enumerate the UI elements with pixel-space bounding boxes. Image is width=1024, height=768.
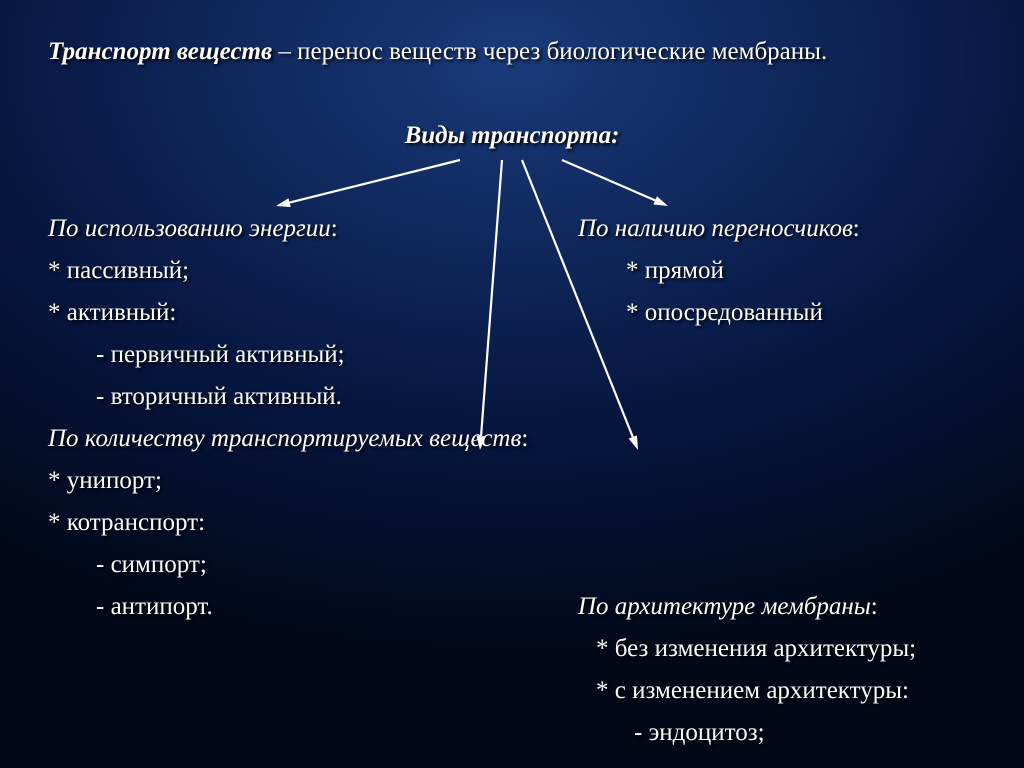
heading-tail: : [331, 215, 338, 242]
list-item: * унипорт; [48, 460, 568, 502]
heading-tail: : [853, 215, 860, 242]
list-item: * активный: [48, 292, 568, 334]
list-item: * пассивный; [48, 250, 568, 292]
slide-subtitle: Виды транспорта: [48, 122, 976, 150]
right-block1-heading: По наличию переносчиков: [578, 208, 1024, 250]
list-subitem: - эндоцитоз; [578, 712, 1024, 754]
title-term: Транспорт веществ [48, 38, 272, 65]
list-subitem: - вторичный активный. [48, 376, 568, 418]
slide-title: Транспорт веществ – перенос веществ чере… [48, 38, 976, 66]
slide: Транспорт веществ – перенос веществ чере… [0, 0, 1024, 768]
right-block2-heading: По архитектуре мембраны: [578, 586, 1024, 628]
list-item: * с изменением архитектуры: [578, 670, 1024, 712]
list-subitem: - симпорт; [48, 544, 568, 586]
list-item: * прямой [578, 250, 1024, 292]
list-item: * котранспорт: [48, 502, 568, 544]
right-column: По наличию переносчиков: * прямой * опос… [578, 208, 1024, 768]
list-subitem: - первичный активный; [48, 334, 568, 376]
left-block2-heading: По количеству транспортируемых веществ: [48, 418, 568, 460]
heading-text: По количеству транспортируемых веществ [48, 425, 521, 452]
left-column: По использованию энергии: * пассивный; *… [48, 208, 568, 628]
heading-tail: : [521, 425, 528, 452]
heading-tail: : [871, 593, 878, 620]
list-item: * опосредованный [578, 292, 1024, 334]
title-rest: – перенос веществ через биологические ме… [272, 38, 827, 65]
heading-text: По архитектуре мембраны [578, 593, 871, 620]
list-subitem: - антипорт. [48, 586, 568, 628]
list-subitem: - экзоцитоз. [578, 754, 1024, 768]
left-block1-heading: По использованию энергии: [48, 208, 568, 250]
list-item: * без изменения архитектуры; [578, 628, 1024, 670]
heading-text: По наличию переносчиков [578, 215, 853, 242]
heading-text: По использованию энергии [48, 215, 331, 242]
